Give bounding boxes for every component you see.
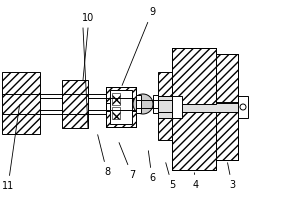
Bar xyxy=(2,72,40,134)
Text: 9: 9 xyxy=(122,7,155,85)
Bar xyxy=(172,96,182,118)
Text: 8: 8 xyxy=(98,135,110,177)
Bar xyxy=(158,96,238,118)
Circle shape xyxy=(240,104,246,110)
Bar xyxy=(62,80,88,128)
Bar xyxy=(40,94,62,114)
Text: 10: 10 xyxy=(82,13,94,23)
Bar xyxy=(112,107,120,119)
Bar xyxy=(238,96,248,118)
Bar xyxy=(110,90,132,124)
Text: 11: 11 xyxy=(2,105,20,191)
Bar xyxy=(216,54,238,102)
Text: 4: 4 xyxy=(193,173,199,190)
Bar xyxy=(112,93,120,105)
Bar xyxy=(216,112,238,160)
Bar xyxy=(106,111,136,127)
Bar xyxy=(153,95,158,113)
Bar xyxy=(172,48,216,104)
Circle shape xyxy=(133,94,153,114)
Text: 5: 5 xyxy=(166,163,175,190)
Bar xyxy=(158,112,172,140)
Text: 3: 3 xyxy=(227,163,235,190)
Bar xyxy=(106,87,136,103)
Bar xyxy=(172,112,216,170)
Text: 6: 6 xyxy=(148,151,155,183)
Text: 7: 7 xyxy=(119,143,135,180)
Bar xyxy=(88,94,106,114)
Bar xyxy=(158,72,172,100)
Bar xyxy=(136,95,141,113)
